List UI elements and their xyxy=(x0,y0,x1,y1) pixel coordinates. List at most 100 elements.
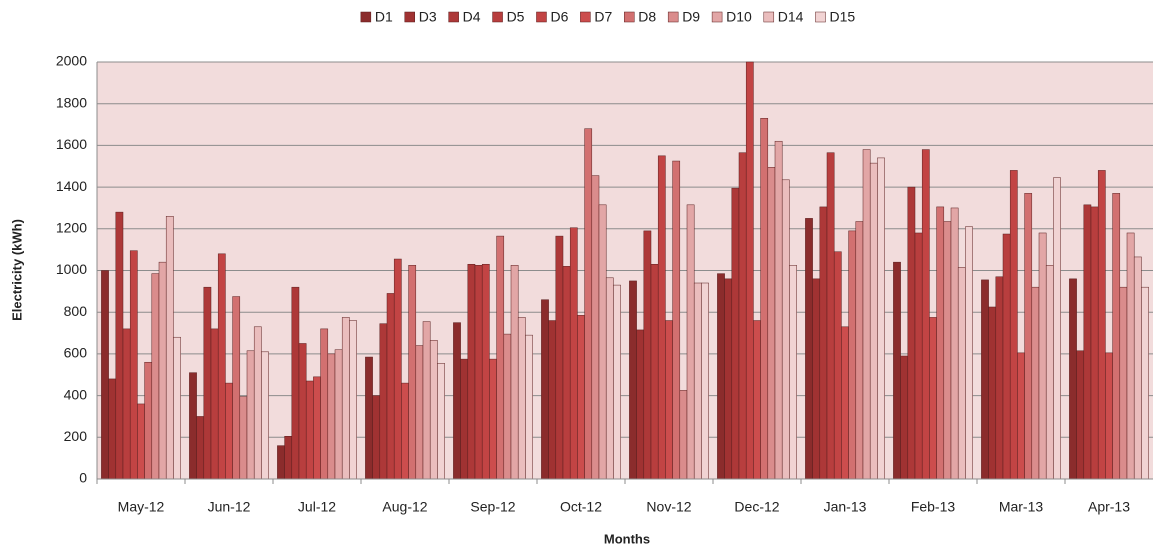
bar xyxy=(812,278,821,480)
bar xyxy=(460,358,469,480)
bar xyxy=(900,355,909,480)
x-tick-label: Oct-12 xyxy=(560,499,602,515)
bar xyxy=(724,278,733,480)
bar xyxy=(643,230,652,480)
legend-swatch xyxy=(404,11,415,23)
bar xyxy=(453,322,461,480)
x-tick-label: Dec-12 xyxy=(734,499,779,515)
bar xyxy=(636,329,645,480)
bar xyxy=(672,160,681,480)
legend-label: D9 xyxy=(682,9,700,25)
x-tick-label: Sep-12 xyxy=(470,499,515,515)
y-tick-label: 2000 xyxy=(56,53,87,69)
bar xyxy=(1069,278,1077,480)
bar xyxy=(753,320,761,480)
legend-swatch xyxy=(536,11,547,23)
bar xyxy=(562,266,571,480)
bar xyxy=(693,282,702,480)
bar xyxy=(855,221,864,480)
bar xyxy=(239,396,248,480)
bar xyxy=(1141,286,1149,480)
legend-swatch xyxy=(624,11,635,23)
bar xyxy=(1090,206,1099,480)
bar xyxy=(108,378,117,480)
bar xyxy=(481,263,490,480)
legend-label: D4 xyxy=(463,9,481,25)
bar xyxy=(877,157,885,480)
x-tick-label: Feb-13 xyxy=(911,499,956,515)
bar xyxy=(650,263,659,480)
bar xyxy=(555,235,564,480)
bar xyxy=(210,328,219,480)
bar xyxy=(158,261,167,480)
y-tick-label: 1400 xyxy=(56,178,87,194)
legend-label: D1 xyxy=(375,9,393,25)
bar xyxy=(298,343,307,480)
y-tick-label: 1800 xyxy=(56,94,87,110)
bar xyxy=(1076,350,1085,480)
bar xyxy=(584,128,593,480)
bar xyxy=(1053,177,1061,480)
bar xyxy=(261,351,269,480)
bar xyxy=(1097,170,1106,480)
legend-swatch xyxy=(815,11,826,23)
bar xyxy=(981,279,989,480)
x-tick-label: Mar-13 xyxy=(999,499,1044,515)
bar xyxy=(907,186,916,480)
bar xyxy=(767,167,776,480)
legend-label: D6 xyxy=(550,9,568,25)
bar xyxy=(1031,286,1040,480)
bar xyxy=(327,353,336,480)
bar xyxy=(1038,232,1047,480)
bar xyxy=(914,232,923,480)
bar xyxy=(936,206,945,480)
bar xyxy=(679,390,688,480)
bar xyxy=(738,152,747,480)
bar xyxy=(1083,204,1092,480)
bar xyxy=(341,317,350,480)
bar xyxy=(781,179,790,480)
bar xyxy=(774,140,783,480)
bar xyxy=(988,306,997,480)
bar xyxy=(225,382,233,480)
bar xyxy=(422,321,431,480)
bar xyxy=(1002,233,1011,480)
bar xyxy=(437,363,445,480)
bar xyxy=(415,345,424,480)
bar xyxy=(401,382,409,480)
bar xyxy=(474,265,483,480)
bar xyxy=(1126,232,1135,480)
bar xyxy=(349,320,357,480)
y-tick-label: 800 xyxy=(64,303,88,319)
bar xyxy=(929,317,937,480)
bar xyxy=(1112,193,1121,480)
bar xyxy=(232,296,241,480)
bar xyxy=(517,317,526,480)
bar xyxy=(115,211,124,480)
bar xyxy=(869,162,878,480)
bar xyxy=(137,403,145,480)
bar xyxy=(189,372,197,480)
bar xyxy=(1024,193,1033,480)
y-tick-label: 1200 xyxy=(56,220,87,236)
x-tick-label: Aug-12 xyxy=(382,499,427,515)
x-tick-label: May-12 xyxy=(118,499,165,515)
bar xyxy=(591,175,600,480)
x-tick-label: Nov-12 xyxy=(646,499,691,515)
bar xyxy=(789,265,797,480)
legend-label: D10 xyxy=(726,9,752,25)
legend-swatch xyxy=(711,11,723,23)
legend-label: D7 xyxy=(594,9,612,25)
y-tick-label: 1000 xyxy=(56,261,87,277)
bar xyxy=(541,299,549,480)
bar xyxy=(489,358,497,480)
bar xyxy=(943,221,952,480)
legend-swatch xyxy=(763,11,775,23)
bar xyxy=(629,280,637,480)
y-tick-label: 1600 xyxy=(56,136,87,152)
bar xyxy=(365,356,373,480)
bar xyxy=(284,436,293,480)
bar xyxy=(386,293,395,480)
bar xyxy=(760,118,769,480)
